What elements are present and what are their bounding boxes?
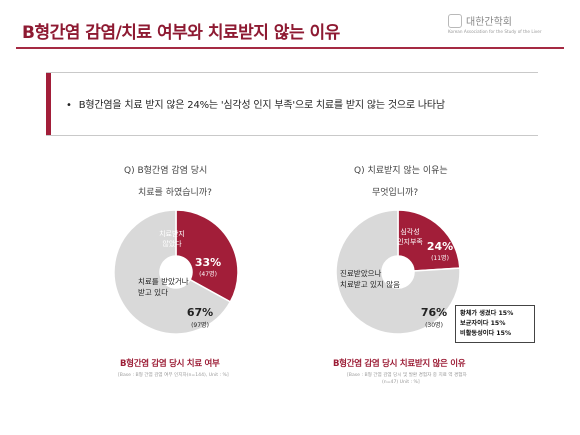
logo: 대한간학회 Korean Association for the Study o… <box>448 12 570 38</box>
slice-count: (30명) <box>425 321 443 329</box>
left-base-note: [Base : B형 간염 감염 여부 인지자(n=144), Unit : %… <box>118 373 229 378</box>
slice-label: 치료받고 있지 않음 <box>340 279 400 289</box>
right-question-line2: 무엇입니까? <box>372 188 419 198</box>
pie-slice <box>113 209 232 335</box>
slice-count: (47명) <box>199 270 217 278</box>
callout-line: 황체가 생겼다 15% <box>460 310 514 317</box>
title-divider <box>16 47 564 49</box>
slice-label: 진료받았으나 <box>340 268 381 278</box>
logo-name: 대한간학회 <box>466 17 512 28</box>
other-reasons-callout: 황체가 생겼다 15% 보균자이다 15% 비활동성이다 15% <box>455 305 535 343</box>
summary-accent-bar <box>46 73 51 135</box>
slice-percent: 67% <box>187 306 213 319</box>
slice-label: 않았다 <box>162 239 182 248</box>
bullet-icon: • <box>66 100 72 111</box>
slice-percent: 76% <box>421 306 447 319</box>
slice-label: 받고 있다 <box>138 287 168 297</box>
page-title: B형간염 감염/치료 여부와 치료받지 않는 이유 <box>22 23 340 43</box>
slice-percent: 24% <box>427 240 453 253</box>
slice-count: (11명) <box>431 254 449 262</box>
left-question-line2: 치료를 하였습니까? <box>138 188 212 198</box>
liver-logo-icon <box>448 14 462 28</box>
right-base-note-line2: (n=47) Unit : %] <box>382 380 420 385</box>
left-question-line1: Q) B형간염 감염 당시 <box>124 166 208 176</box>
slice-percent: 33% <box>195 256 221 269</box>
summary-box: • B형간염을 치료 받지 않은 24%는 '심각성 인지 부족'으로 치료를 받… <box>46 72 538 136</box>
logo-subtitle: Korean Association for the Study of the … <box>448 29 542 34</box>
summary-text: B형간염을 치료 받지 않은 24%는 '심각성 인지 부족'으로 치료를 받지… <box>78 100 445 111</box>
slice-label: 인지부족 <box>397 237 423 246</box>
pie-slice <box>397 209 461 272</box>
slice-label: 치료받지 <box>159 229 185 238</box>
callout-line: 비활동성이다 15% <box>460 330 512 337</box>
right-base-note-line1: [Base : B형 간염 감염 당시 및 발환 경험자 중 치료 역 경험자 <box>347 373 467 378</box>
right-question-line1: Q) 치료받지 않는 이유는 <box>354 166 448 176</box>
slice-count: (97명) <box>191 321 209 329</box>
summary-text-line: • B형간염을 치료 받지 않은 24%는 '심각성 인지 부족'으로 치료를 받… <box>66 96 445 111</box>
slice-label: 심각성 <box>400 227 419 236</box>
pie-slice <box>175 209 239 303</box>
slice-label: 치료를 받았거나 <box>138 276 189 286</box>
pie-slice <box>335 209 461 335</box>
callout-line: 보균자이다 15% <box>460 320 506 327</box>
left-section-title: B형간염 감염 당시 치료 여부 <box>120 359 220 369</box>
right-section-title: B형간염 감염 당시 치료받지 않은 이유 <box>333 359 466 369</box>
